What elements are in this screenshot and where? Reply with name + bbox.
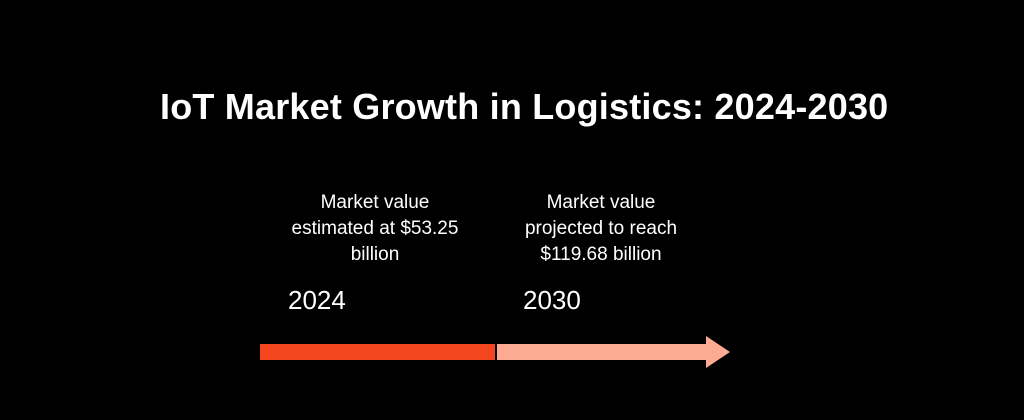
milestone-2024-line-2: estimated at $53.25 [291, 218, 459, 239]
timeline-segment-2030-arrow [496, 336, 730, 368]
milestone-2030-description: Market value projected to reach $119.68 … [496, 190, 706, 268]
page-title: IoT Market Growth in Logistics: 2024-203… [160, 86, 889, 127]
milestone-2024-line-1: Market value [320, 192, 430, 213]
milestone-2024-year: 2024 [288, 285, 346, 315]
milestone-2030-line-1: Market value [546, 192, 656, 213]
milestone-2030-year: 2030 [523, 285, 581, 315]
timeline-arrow [260, 336, 730, 368]
milestone-2030-line-3: $119.68 billion [540, 244, 662, 265]
milestone-2024-line-3: billion [350, 244, 400, 265]
milestone-2024-description: Market value estimated at $53.25 billion [270, 190, 480, 268]
milestone-2030-line-2: projected to reach [524, 218, 678, 239]
timeline-segment-2024 [260, 344, 496, 360]
